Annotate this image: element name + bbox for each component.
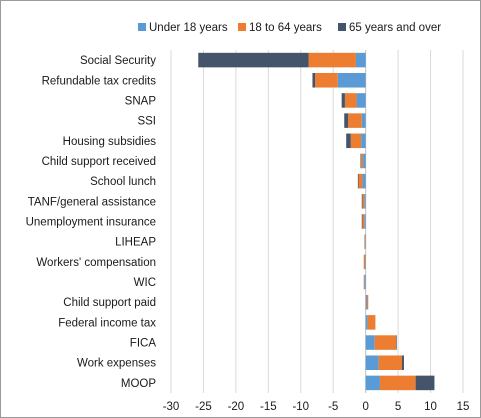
- bar-segment: [344, 113, 349, 128]
- category-labels: Social Security Refundable tax credits SNA…: [26, 55, 157, 390]
- bar-segment: [308, 52, 356, 68]
- bar-segment: [362, 214, 365, 229]
- category-label: SNAP: [125, 95, 157, 107]
- legend-swatch: [338, 23, 346, 31]
- bar-segment: [363, 254, 366, 270]
- bar-segment: [402, 355, 404, 370]
- x-tick-label: -25: [195, 401, 212, 413]
- bar-segment: [363, 153, 366, 169]
- bar-segment: [374, 335, 397, 350]
- bar-segment: [361, 113, 366, 128]
- x-tick-label: 5: [395, 401, 401, 413]
- bar-segment: [365, 294, 367, 310]
- bar-segment: [363, 274, 365, 290]
- bar-segment: [362, 194, 365, 209]
- category-label: Refundable tax credits: [42, 75, 157, 87]
- category-label: School lunch: [90, 176, 156, 188]
- bar-segment: [364, 194, 366, 209]
- category-label: Workers' compensation: [36, 257, 156, 269]
- category-label: Federal income tax: [58, 317, 156, 329]
- category-label: WIC: [134, 277, 156, 289]
- x-tick-label: -10: [292, 401, 309, 413]
- legend-swatch: [238, 23, 246, 31]
- bar-segment: [365, 375, 380, 391]
- legend-swatch: [138, 23, 146, 31]
- legend-label: Under 18 years: [149, 22, 228, 34]
- bar-segment: [365, 315, 368, 330]
- x-tick-label: 10: [424, 401, 437, 413]
- bar-segment: [361, 194, 363, 209]
- bar-segment: [415, 375, 435, 391]
- bar-segment: [337, 73, 366, 88]
- x-tick-label: -30: [163, 401, 180, 413]
- category-label: Child support paid: [63, 297, 156, 309]
- bar-segment: [315, 73, 338, 88]
- bar-segment: [364, 274, 366, 290]
- bars: [198, 52, 435, 391]
- bar-segment: [357, 173, 359, 189]
- gridlines: [170, 50, 464, 393]
- bar-segment: [362, 173, 366, 189]
- bar-segment: [348, 113, 362, 128]
- bar-segment: [364, 234, 366, 249]
- category-label: TANF/general assistance: [28, 196, 156, 208]
- legend: Under 18 years 18 to 64 years 65 years and…: [138, 22, 441, 34]
- bar-segment: [366, 294, 369, 310]
- bar-segment: [364, 214, 366, 229]
- bar-segment: [341, 93, 345, 108]
- bar-segment: [365, 254, 366, 270]
- bar-segment: [360, 153, 362, 169]
- bar-segment: [355, 52, 366, 68]
- bar-segment: [198, 52, 309, 68]
- bar-segment: [312, 73, 316, 88]
- bar-segment: [379, 375, 416, 391]
- category-label: Social Security: [80, 55, 156, 67]
- bar-segment: [396, 335, 397, 350]
- bar-segment: [361, 153, 364, 169]
- category-label: FICA: [130, 338, 157, 350]
- bar-segment: [367, 315, 376, 330]
- bar-segment: [365, 335, 375, 350]
- category-label: Unemployment insurance: [26, 217, 156, 229]
- bar-segment: [358, 173, 363, 189]
- bar-segment: [356, 93, 366, 108]
- category-label: Work expenses: [77, 358, 156, 370]
- category-label: MOOP: [121, 378, 156, 390]
- category-label: Child support received: [42, 156, 156, 168]
- category-label: Housing subsidies: [63, 136, 157, 148]
- category-label: SSI: [137, 116, 156, 128]
- x-tick-label: -5: [328, 401, 338, 413]
- legend-label: 18 to 64 years: [249, 22, 322, 34]
- bar-segment: [350, 133, 362, 149]
- legend-label: 65 years and over: [349, 22, 441, 34]
- x-tick-labels: -30 -25 -20 -15 -10 -5 0 5 10 15: [163, 401, 470, 413]
- x-tick-label: 15: [457, 401, 470, 413]
- bar-segment: [365, 355, 379, 370]
- bar-segment: [344, 93, 357, 108]
- category-label: LIHEAP: [115, 237, 156, 249]
- bar-segment: [361, 133, 366, 149]
- x-tick-label: -20: [228, 401, 245, 413]
- bar-segment: [361, 214, 363, 229]
- bar-segment: [378, 355, 403, 370]
- x-tick-label: -15: [260, 401, 277, 413]
- bar-segment: [365, 234, 366, 249]
- bar-segment: [346, 133, 351, 149]
- x-tick-label: 0: [362, 401, 368, 413]
